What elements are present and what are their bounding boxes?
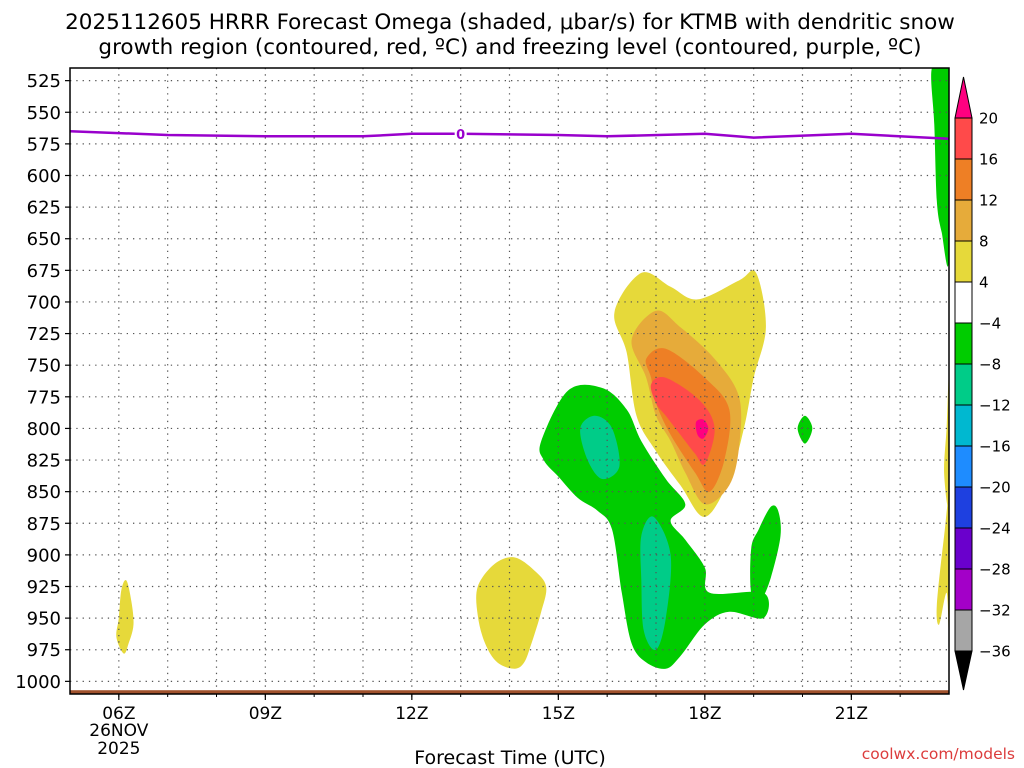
colorbar-label: 4 [979,274,989,292]
colorbar-label: 20 [979,110,998,128]
chart-title-line2: growth region (contoured, red, ºC) and f… [98,35,921,60]
y-tick-label: 625 [27,198,61,219]
y-tick-label: 775 [27,387,61,408]
freezing-level-label: 0 [456,128,465,143]
colorbar-label: −24 [979,520,1011,538]
colorbar-top-arrow [954,76,973,119]
x-tick-date: 26NOV [89,721,148,741]
colorbar-swatch-5 [954,281,973,324]
colorbar-swatch-3 [954,199,973,242]
chart-title-line1: 2025112605 HRRR Forecast Omega (shaded, … [65,10,955,35]
colorbar-label: −32 [979,602,1011,620]
colorbar-label: 12 [979,192,998,210]
omega-region-11 [797,415,813,444]
colorbar-label: −36 [979,643,1011,661]
colorbar-swatch-7 [954,363,973,406]
colorbar-label: −4 [979,315,1001,333]
colorbar-swatch-10 [954,486,973,529]
omega-region-13 [580,415,620,480]
colorbar-swatch-2 [954,158,973,201]
colorbar-label: −28 [979,561,1011,579]
y-tick-label: 525 [27,71,61,92]
colorbar-label: 16 [979,151,998,169]
colorbar-swatch-1 [954,117,973,160]
omega-region-8 [944,375,949,508]
colorbar-swatch-4 [954,240,973,283]
omega-region-14 [640,516,672,650]
freezing-level-label-bg [454,125,467,142]
terrain-layer [70,690,949,694]
colorbar-swatch-12 [954,568,973,611]
y-axis: 525 550 575 600 625 650 675 700 725 750 775 800 825 8… [15,71,70,693]
colorbar: 20 16 12 8 4 −4 −8 −12 −16 −20 −24 −28 −32 −36 [954,76,1011,691]
omega-region-6 [116,579,134,654]
x-tick-label: 15Z [542,704,575,724]
y-tick-label: 950 [27,609,61,630]
y-tick-label: 925 [27,577,61,598]
x-tick-label: 12Z [395,704,428,724]
y-tick-label: 975 [27,640,61,661]
y-tick-label: 700 [27,292,61,313]
omega-shading [116,68,949,669]
freezing-level-line [69,129,950,141]
y-tick-label: 650 [27,229,61,250]
omega-region-5 [476,557,547,669]
credit-text: coolwx.com/models [862,745,1015,763]
y-tick-label: 850 [27,482,61,503]
omega-region-7 [936,500,949,634]
colorbar-label: 8 [979,233,989,251]
omega-region-10 [750,505,781,601]
colorbar-bottom-arrow [954,650,973,691]
omega-region-12 [931,68,949,267]
y-tick-label: 600 [27,166,61,187]
colorbar-label: −12 [979,397,1011,415]
x-tick-label: 21Z [835,704,868,724]
y-tick-label: 725 [27,324,61,345]
y-tick-label: 825 [27,451,61,472]
y-tick-label: 900 [27,545,61,566]
x-tick-label: 09Z [249,704,282,724]
y-tick-label: 800 [27,419,61,440]
terrain-strip [70,690,949,694]
omega-region-3 [650,377,715,465]
y-tick-label: 1000 [15,672,61,693]
y-tick-label: 675 [27,261,61,282]
colorbar-label: −8 [979,356,1001,374]
colorbar-swatch-6 [954,322,973,365]
freezing-level-layer: 0 [69,125,950,143]
colorbar-label: −16 [979,438,1011,456]
x-tick-year: 2025 [97,739,140,759]
colorbar-swatch-9 [954,445,973,488]
colorbar-label: −20 [979,479,1011,497]
x-tick-label: 06Z [102,704,135,724]
y-tick-label: 875 [27,514,61,535]
colorbar-swatch-8 [954,404,973,447]
x-axis-label: Forecast Time (UTC) [414,747,605,768]
y-tick-label: 575 [27,134,61,155]
y-tick-label: 750 [27,356,61,377]
colorbar-swatch-11 [954,527,973,570]
colorbar-swatch-13 [954,609,973,652]
y-tick-label: 550 [27,103,61,124]
x-tick-label: 18Z [688,704,721,724]
